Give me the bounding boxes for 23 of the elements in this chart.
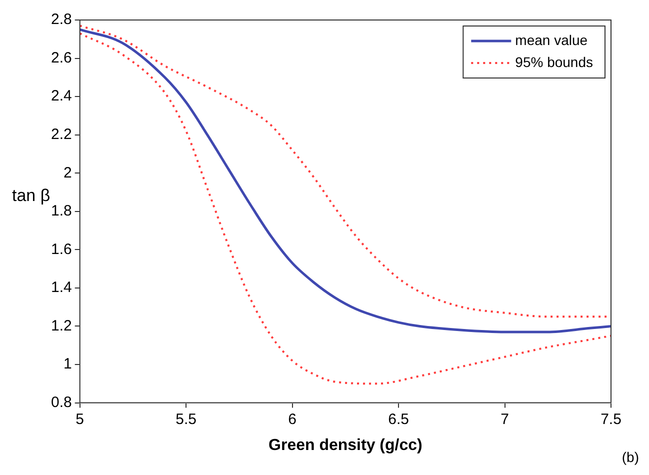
y-axis-title: tan β xyxy=(12,186,50,206)
y-tick-label: 1 xyxy=(64,356,72,373)
x-tick-label: 5.5 xyxy=(176,410,197,428)
x-tick-label: 5 xyxy=(76,410,84,428)
x-tick-label: 6.5 xyxy=(388,410,409,428)
line-series xyxy=(80,32,611,385)
y-tick-label: 2.6 xyxy=(50,49,72,66)
text: (b) xyxy=(622,448,639,465)
x-axis-title: Green density (g/cc) xyxy=(268,436,422,454)
y-tick-label: 1.8 xyxy=(50,202,72,220)
y-tick-label: 2.8 xyxy=(50,11,72,28)
y-tick-label: 0.8 xyxy=(50,394,72,411)
y-tick-label: 1.4 xyxy=(50,279,72,296)
y-tick-label: 2.2 xyxy=(50,126,72,143)
y-tick-label: 2.4 xyxy=(50,88,72,105)
y-tick-label: 2 xyxy=(64,164,72,182)
x-tick-label: 6 xyxy=(288,410,296,428)
legend-label: 95% bounds xyxy=(515,54,594,70)
y-tick-label: 1.2 xyxy=(50,317,72,334)
x-tick-label: 7.5 xyxy=(600,410,622,428)
x-tick-label: 7 xyxy=(500,410,509,428)
legend-label: mean value xyxy=(515,32,588,48)
y-tick-label: 1.6 xyxy=(50,240,72,258)
